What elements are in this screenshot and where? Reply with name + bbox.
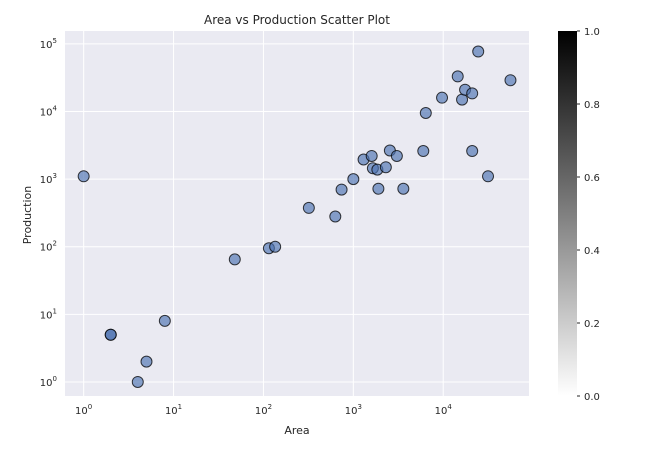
data-point bbox=[379, 161, 392, 174]
y-tick-exponent: 3 bbox=[53, 172, 57, 180]
data-point bbox=[347, 173, 360, 186]
x-tick-exponent: 3 bbox=[357, 403, 361, 411]
data-point bbox=[397, 182, 410, 195]
data-point bbox=[504, 74, 517, 87]
y-tick-base: 10 bbox=[40, 378, 53, 389]
x-tick-base: 10 bbox=[345, 406, 358, 417]
y-tick-label: 105 bbox=[40, 37, 57, 51]
y-tick-label: 104 bbox=[40, 104, 58, 118]
colorbar-tick-label: 0.4 bbox=[584, 246, 600, 257]
y-tick-exponent: 4 bbox=[53, 104, 58, 112]
data-point bbox=[365, 149, 378, 162]
colorbar: 0.0 0.2 0.4 0.6 0.8 1.0 bbox=[558, 27, 600, 403]
data-point bbox=[472, 45, 485, 58]
y-tick-exponent: 2 bbox=[53, 240, 57, 248]
y-tick-exponent: 0 bbox=[53, 375, 57, 383]
data-point bbox=[482, 170, 495, 183]
data-point bbox=[466, 145, 479, 158]
y-tick-exponent: 1 bbox=[53, 307, 57, 315]
x-tick-base: 10 bbox=[165, 406, 178, 417]
x-tick-label: 100 bbox=[75, 403, 92, 417]
x-tick-base: 10 bbox=[75, 406, 88, 417]
y-tick-label: 103 bbox=[40, 172, 57, 186]
y-tick-label: 100 bbox=[40, 375, 57, 389]
plot-area bbox=[65, 31, 529, 396]
data-point bbox=[466, 87, 479, 100]
data-point bbox=[104, 328, 117, 341]
data-point bbox=[269, 240, 282, 253]
data-point bbox=[140, 355, 153, 368]
chart-title: Area vs Production Scatter Plot bbox=[204, 13, 390, 27]
colorbar-ticks: 0.0 0.2 0.4 0.6 0.8 1.0 bbox=[577, 27, 600, 403]
y-tick-exponent: 5 bbox=[53, 37, 57, 45]
y-tick-base: 10 bbox=[40, 40, 53, 51]
colorbar-tick-label: 1.0 bbox=[584, 27, 600, 38]
y-tick-base: 10 bbox=[40, 175, 53, 186]
y-tick-label: 102 bbox=[40, 240, 57, 254]
colorbar-tick-label: 0.8 bbox=[584, 100, 600, 111]
data-point bbox=[131, 375, 144, 388]
colorbar-tick-label: 0.2 bbox=[584, 319, 600, 330]
x-tick-label: 102 bbox=[255, 403, 272, 417]
data-point bbox=[372, 182, 385, 195]
data-point bbox=[419, 106, 432, 119]
x-tick-label: 103 bbox=[345, 403, 362, 417]
data-point bbox=[77, 170, 90, 183]
data-point bbox=[228, 253, 241, 266]
data-point bbox=[335, 183, 348, 196]
x-tick-exponent: 1 bbox=[178, 403, 182, 411]
x-tick-exponent: 2 bbox=[268, 403, 272, 411]
data-point bbox=[456, 93, 469, 106]
x-tick-exponent: 4 bbox=[447, 403, 452, 411]
colorbar-tick-label: 0.6 bbox=[584, 173, 600, 184]
x-tick-label: 101 bbox=[165, 403, 182, 417]
colorbar-tick-label: 0.0 bbox=[584, 392, 600, 403]
data-point bbox=[390, 149, 403, 162]
colorbar-gradient bbox=[558, 31, 577, 396]
data-point bbox=[302, 201, 315, 214]
data-point bbox=[436, 91, 449, 104]
data-point bbox=[329, 210, 342, 223]
y-tick-base: 10 bbox=[40, 310, 53, 321]
x-tick-exponent: 0 bbox=[88, 403, 92, 411]
data-point bbox=[158, 314, 171, 327]
data-point bbox=[451, 70, 464, 83]
data-points bbox=[77, 45, 517, 388]
x-tick-base: 10 bbox=[435, 406, 448, 417]
y-axis-label: Production bbox=[21, 186, 34, 245]
y-tick-base: 10 bbox=[40, 107, 53, 118]
data-point bbox=[417, 145, 430, 158]
x-axis-ticks: 100 101 102 103 104 bbox=[75, 403, 452, 417]
x-tick-label: 104 bbox=[435, 403, 453, 417]
x-tick-base: 10 bbox=[255, 406, 268, 417]
y-tick-label: 101 bbox=[40, 307, 57, 321]
x-axis-label: Area bbox=[284, 424, 309, 437]
y-tick-base: 10 bbox=[40, 243, 53, 254]
